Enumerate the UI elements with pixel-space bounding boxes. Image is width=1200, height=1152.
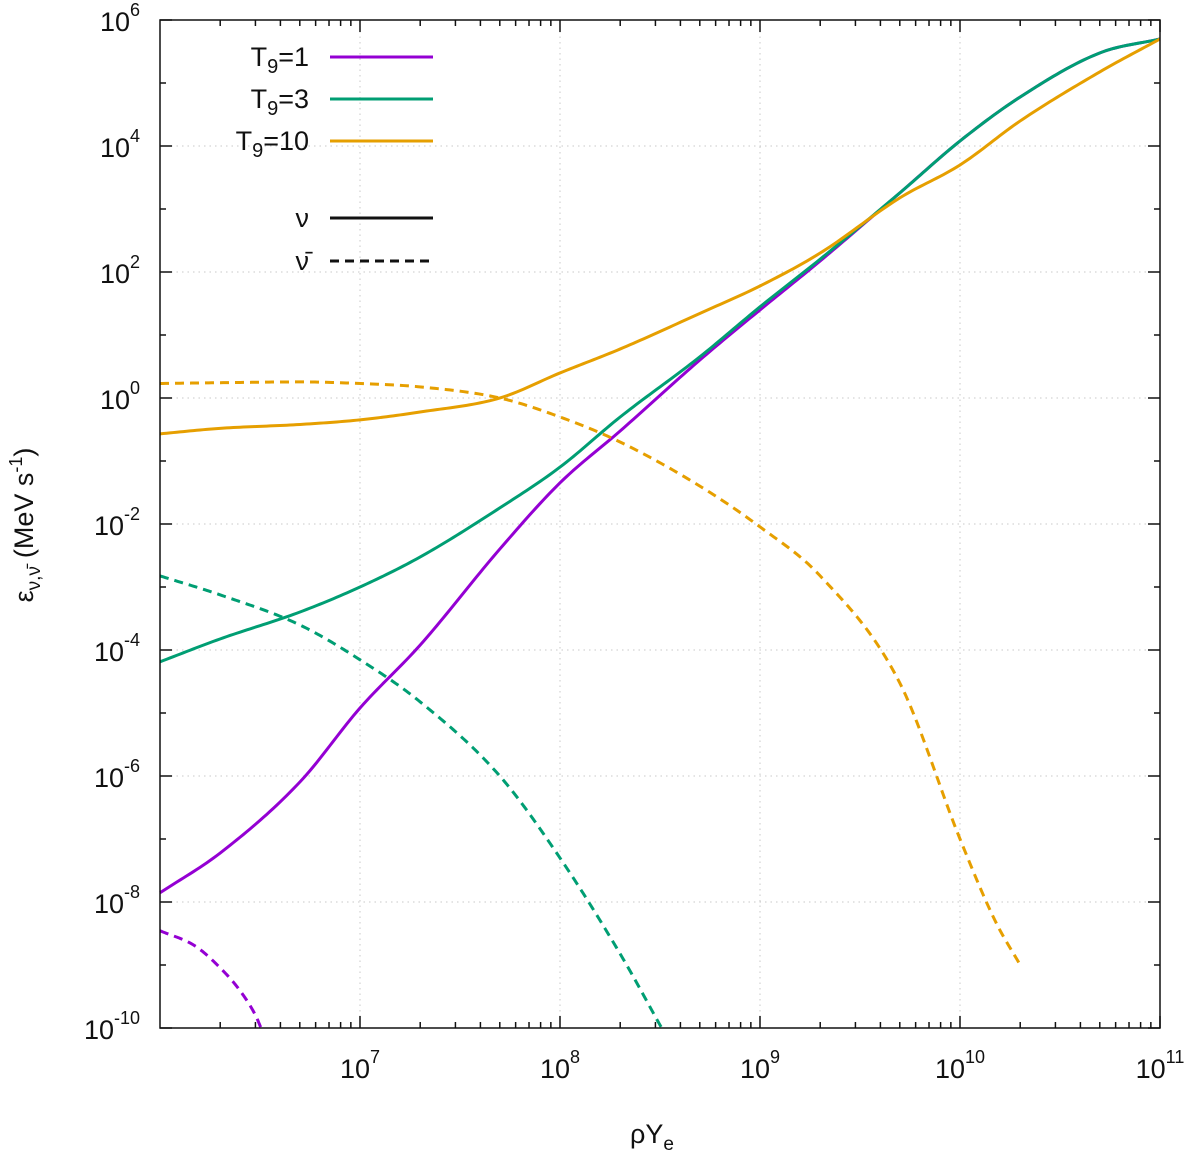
y-tick-label: 10-10 — [84, 1008, 140, 1045]
x-tick-labels: 107 108 109 1010 1011 — [340, 1047, 1184, 1084]
y-tick-label: 100 — [100, 378, 140, 415]
series-line-t9-3-neutrino — [159, 37, 1161, 664]
x-tick-label: 109 — [740, 1047, 780, 1084]
legend-label-style-1: ν̄ — [296, 246, 314, 276]
axis-ticks — [160, 19, 1161, 1029]
legend-label-t9-0: T9=1 — [251, 42, 309, 78]
legend-label-t9-2: T9=10 — [236, 126, 309, 162]
x-tick-label: 1010 — [935, 1047, 985, 1084]
series-line-t9-10-antineutrino — [159, 380, 1022, 966]
series-line-t9-1-antineutrino — [159, 929, 263, 1029]
y-tick-label: 10-8 — [94, 882, 140, 919]
y-tick-label: 10-4 — [94, 630, 140, 667]
y-tick-label: 10-6 — [94, 756, 140, 793]
y-tick-label: 106 — [100, 0, 140, 37]
y-tick-label: 104 — [100, 126, 140, 163]
y-tick-label: 10-2 — [94, 504, 140, 541]
y-tick-labels: 106 104 102 100 10-2 10-4 10-6 10-8 10-10 — [84, 0, 140, 1045]
y-axis-label: εν,ν̄(MeV s-1) — [6, 448, 45, 603]
x-axis-label: ρYe — [630, 1119, 674, 1152]
x-tick-label: 107 — [340, 1047, 380, 1084]
x-tick-label: 1011 — [1136, 1047, 1185, 1084]
legend: T9=1 T9=3 T9=10 ν ν̄ — [236, 42, 433, 276]
legend-label-t9-1: T9=3 — [251, 84, 309, 120]
x-tick-label: 108 — [540, 1047, 580, 1084]
legend-label-style-0: ν — [296, 203, 310, 233]
y-tick-label: 102 — [100, 252, 140, 289]
series-lines — [159, 37, 1161, 1030]
series-line-t9-10-neutrino — [159, 37, 1161, 436]
